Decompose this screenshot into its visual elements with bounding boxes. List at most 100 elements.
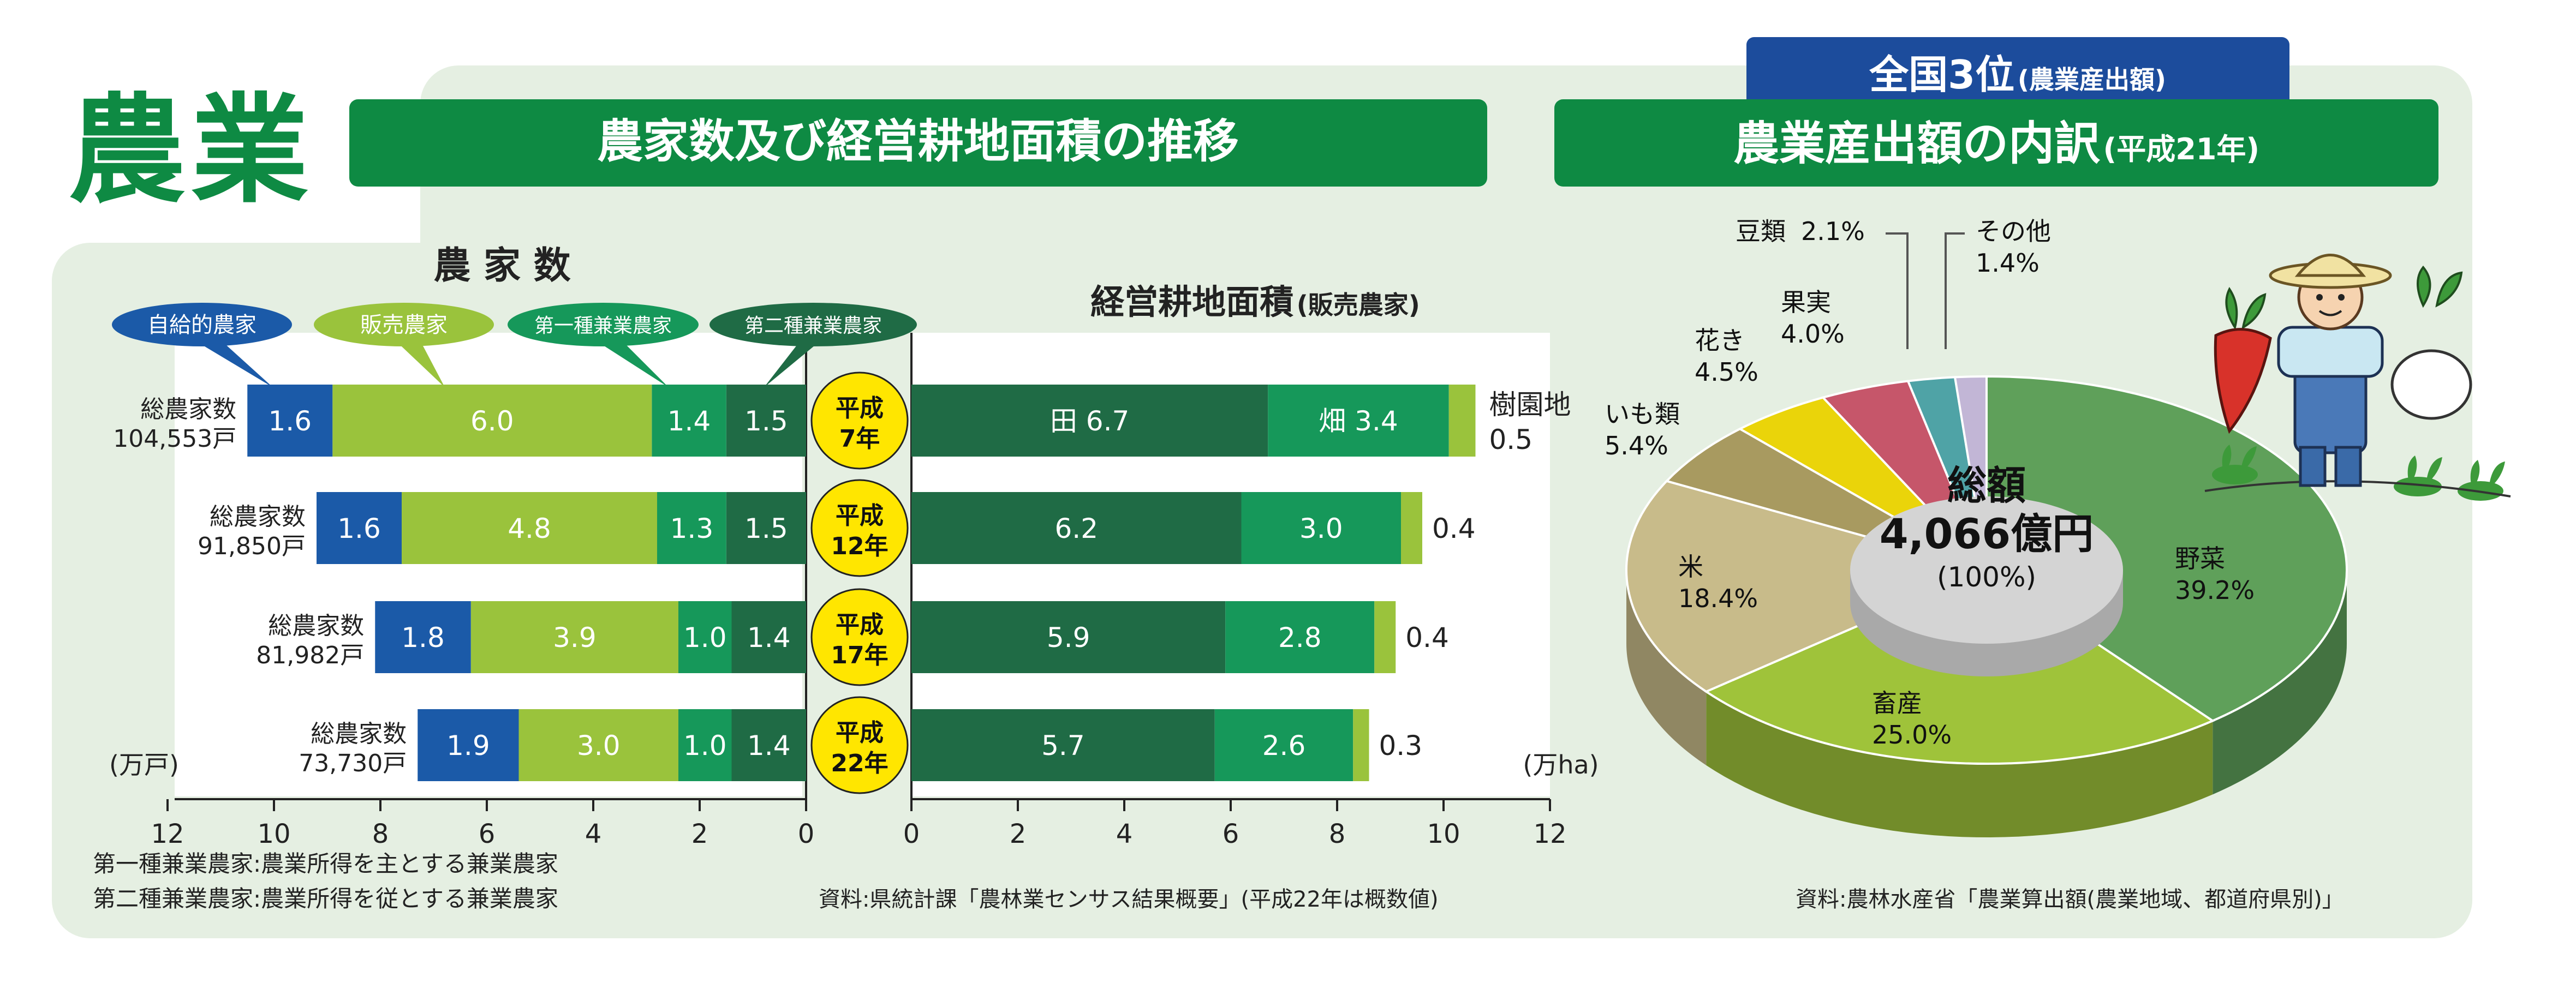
total-households-label: 総農家数: [311, 720, 407, 748]
area-bar-segment: [1241, 492, 1401, 564]
area-bar-segment: [1225, 601, 1375, 673]
svg-text:経営耕地面積 (販売農家): 経営耕地面積 (販売農家): [1090, 282, 1420, 322]
area-unit-label: (万ha): [1523, 750, 1599, 780]
year-badge-era: 平成: [836, 394, 884, 422]
pie-slice-pct: 5.4%: [1605, 431, 1668, 460]
area-chart-title: 経営耕地面積: [1090, 282, 1293, 322]
pie-side-walls: [1626, 570, 2347, 837]
farm-bar-value: 1.0: [683, 622, 727, 654]
farm-bar-value: 1.4: [747, 622, 791, 654]
farm-bar-value: 1.6: [268, 405, 312, 437]
area-chart-subtitle: (販売農家): [1297, 290, 1420, 320]
area-tick-label: 10: [1427, 819, 1460, 849]
pie-slice: [1985, 375, 2348, 722]
area-bar-value: 0.5: [1489, 424, 1533, 455]
legend-bubble: [112, 303, 292, 346]
legend-label: 第一種兼業農家: [534, 315, 672, 337]
rank-badge-sub: (農業産出額): [2018, 65, 2166, 94]
orchard-series-label: 樹園地: [1489, 389, 1571, 421]
farm-bar-value: 1.5: [744, 513, 788, 544]
farm-bar-segment: [402, 492, 657, 564]
area-bar-segment: [1268, 385, 1449, 457]
total-households-value: 81,982戸: [256, 642, 364, 669]
area-bar-segment: [1214, 709, 1353, 781]
area-bar-segment: [911, 709, 1215, 781]
year-badge-era: 平成: [836, 502, 884, 530]
legend-label: 販売農家: [360, 313, 448, 338]
pie-center-title: 総額: [1947, 463, 2026, 508]
total-households-label: 総農家数: [268, 612, 364, 640]
pie-slice-pct: 25.0%: [1872, 720, 1952, 750]
farm-bar-value: 1.6: [337, 513, 381, 544]
left-panel-title: 農家数及び経営耕地面積の推移: [597, 115, 1239, 168]
pie-slice-name: 畜産: [1872, 688, 1922, 718]
farm-tick-label: 12: [151, 819, 184, 849]
area-bar-segment: [911, 601, 1226, 673]
area-tick-label: 6: [1223, 819, 1239, 849]
area-bar-value: 0.4: [1432, 513, 1476, 544]
farm-bar-value: 1.9: [446, 730, 490, 762]
farm-bar-value: 4.8: [508, 513, 551, 544]
farm-bar-value: 1.3: [670, 513, 714, 544]
total-households-value: 104,553戸: [113, 425, 236, 453]
legend-label: 自給的農家: [147, 313, 257, 338]
farm-bar-value: 3.9: [553, 622, 597, 654]
note-type1: 第一種兼業農家:農業所得を主とする兼業農家: [93, 850, 558, 877]
pie-slice-pct: 39.2%: [2175, 576, 2255, 605]
farm-bar-segment: [418, 709, 519, 781]
farm-bar-segment: [247, 385, 333, 457]
area-bar-value: 0.4: [1405, 622, 1449, 654]
farm-households-chart: 0246810121.51.46.01.6総農家数104,553戸1.51.34…: [113, 333, 814, 849]
leader-line-beans: [1886, 232, 1909, 349]
area-tick-label: 2: [1010, 819, 1027, 849]
area-bar-segment: [1374, 601, 1396, 673]
pie-center-value: 4,066億円: [1880, 510, 2094, 558]
area-bar-value: 5.9: [1047, 622, 1090, 654]
farm-bar-segment: [317, 492, 402, 564]
legend-item: 自給的農家: [112, 303, 292, 387]
pie-slice-pct: 4.0%: [1781, 319, 1845, 349]
farm-bar-segment: [518, 709, 678, 781]
year-badge-circle: [810, 588, 909, 686]
area-bar-segment: [1401, 492, 1422, 564]
legend-bubble: [709, 303, 917, 346]
farm-bar-segment: [375, 601, 471, 673]
note-type2: 第二種兼業農家:農業所得を従とする兼業農家: [93, 885, 558, 912]
total-households-value: 91,850戸: [198, 532, 306, 560]
area-tick-label: 8: [1329, 819, 1346, 849]
area-bar-segment: [1353, 709, 1369, 781]
total-households-label: 総農家数: [210, 503, 306, 531]
year-badge-circle: [810, 371, 909, 470]
area-bar-value: 3.0: [1299, 513, 1343, 544]
legend-pointer: [191, 335, 273, 387]
headline: 農業: [68, 82, 314, 219]
farm-legend: 自給的農家 販売農家 第一種兼業農家 第二種兼業農家: [112, 303, 917, 387]
svg-text:農業産出額の内訳 (平成21年): 農業産出額の内訳 (平成21年): [1733, 117, 2259, 170]
year-badge-circle: [810, 479, 909, 577]
pie-slice-pct: 1.4%: [1976, 248, 2040, 278]
pie-slice-name: その他: [1976, 217, 2051, 246]
farm-tick-label: 6: [479, 819, 496, 849]
area-tick-label: 0: [903, 819, 920, 849]
area-bar-value: 6.2: [1054, 513, 1098, 544]
area-bar-value: 2.6: [1262, 730, 1306, 762]
year-badge: 平成 17年: [810, 588, 909, 686]
year-badge: 平成 22年: [810, 696, 909, 794]
farm-bar-value: 6.0: [470, 405, 514, 437]
area-bar-segment: [1448, 385, 1476, 457]
right-panel-title: 農業産出額の内訳: [1733, 117, 2101, 170]
year-badge-era: 平成: [836, 719, 884, 747]
farm-bar-segment: [652, 385, 726, 457]
farm-bar-segment: [731, 709, 806, 781]
area-bar-value: 5.7: [1041, 730, 1085, 762]
pie-slice-name: 野菜: [2175, 544, 2225, 573]
pie-slice: [1625, 479, 1990, 693]
total-households-value: 73,730戸: [299, 750, 407, 777]
leader-line-other: [1945, 232, 1965, 349]
farm-tick-label: 8: [372, 819, 389, 849]
legend-bubble: [314, 303, 494, 346]
total-households-label: 総農家数: [140, 395, 236, 423]
legend-item: 第二種兼業農家: [709, 303, 917, 387]
